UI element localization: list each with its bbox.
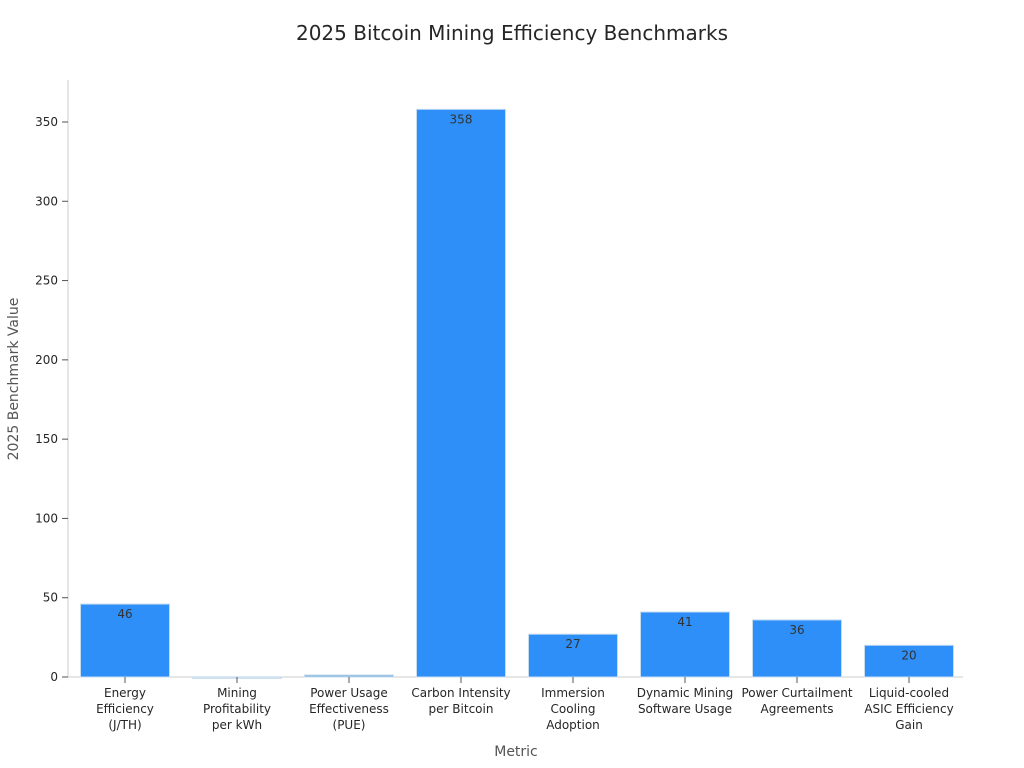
data-label: 27 bbox=[565, 637, 580, 651]
x-tick-label: Liquid-cooled bbox=[869, 686, 949, 700]
y-tick-label: 50 bbox=[43, 591, 58, 605]
bar bbox=[416, 108, 506, 678]
y-tick-label: 300 bbox=[35, 194, 58, 208]
y-axis-label: 2025 Benchmark Value bbox=[6, 298, 22, 461]
bar bbox=[864, 644, 954, 678]
x-tick-label: Agreements bbox=[761, 702, 834, 716]
data-label: 41 bbox=[677, 615, 692, 629]
x-tick-label: Carbon Intensity bbox=[411, 686, 510, 700]
x-tick-label: per Bitcoin bbox=[429, 702, 494, 716]
x-tick-label: Mining bbox=[217, 686, 257, 700]
y-tick-label: 0 bbox=[50, 670, 58, 684]
bar bbox=[528, 633, 618, 678]
x-tick-label: Profitability bbox=[203, 702, 271, 716]
y-tick-label: 150 bbox=[35, 432, 58, 446]
x-tick-label: Efficiency bbox=[96, 702, 154, 716]
y-tick-label: 200 bbox=[35, 353, 58, 367]
y-tick-label: 350 bbox=[35, 115, 58, 129]
x-tick-label: ASIC Efficiency bbox=[864, 702, 953, 716]
data-label: 358 bbox=[450, 112, 473, 126]
x-tick-label: Cooling bbox=[551, 702, 596, 716]
data-label: 20 bbox=[901, 648, 916, 662]
x-tick-label: (J/TH) bbox=[108, 718, 141, 732]
x-tick-label: Effectiveness bbox=[309, 702, 389, 716]
chart-title: 2025 Bitcoin Mining Efficiency Benchmark… bbox=[296, 21, 728, 45]
bar bbox=[752, 619, 842, 678]
x-tick-label: Power Usage bbox=[310, 686, 387, 700]
x-tick-label: Software Usage bbox=[638, 702, 732, 716]
bar bbox=[80, 603, 170, 678]
x-tick-label: Power Curtailment bbox=[741, 686, 852, 700]
bar bbox=[640, 611, 730, 678]
data-label: 36 bbox=[789, 623, 804, 637]
x-tick-label: Energy bbox=[104, 686, 146, 700]
y-tick-label: 250 bbox=[35, 274, 58, 288]
bar bbox=[304, 674, 394, 678]
data-label: 46 bbox=[117, 607, 132, 621]
x-axis-label: Metric bbox=[494, 744, 538, 760]
x-tick-label: Dynamic Mining bbox=[637, 686, 734, 700]
x-tick-label: per kWh bbox=[212, 718, 262, 732]
x-tick-label: Gain bbox=[895, 718, 923, 732]
y-tick-label: 100 bbox=[35, 511, 58, 525]
x-tick-label: Immersion bbox=[541, 686, 605, 700]
x-tick-label: (PUE) bbox=[333, 718, 366, 732]
x-tick-label: Adoption bbox=[546, 718, 600, 732]
